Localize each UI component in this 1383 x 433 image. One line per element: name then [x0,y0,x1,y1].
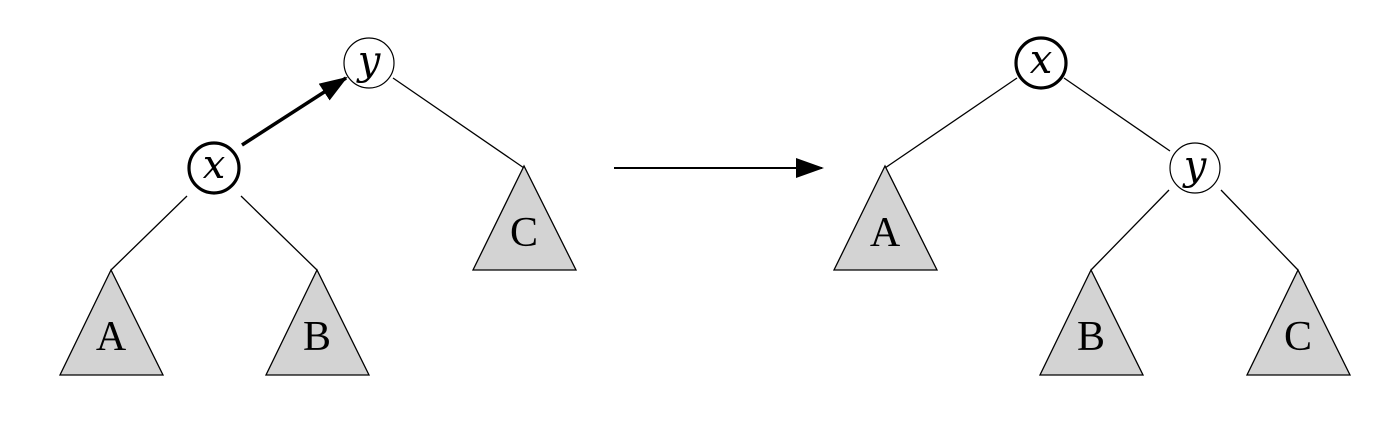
subtree-b-triangle [264,268,371,376]
subtree-c-after-triangle [1245,268,1352,376]
node-x-label: x [203,142,226,188]
subtree-b: B [264,268,371,376]
rotation-arrow [241,76,348,147]
subtree-c-label: C [510,210,538,256]
node-y-after-circle [1169,142,1221,194]
node-y-label: y [356,38,382,84]
tree-before: C A B y x [58,37,578,376]
subtree-b-label: B [303,314,331,360]
node-y: y [343,37,395,89]
subtree-c-after: C [1245,268,1352,376]
edge-x-to-a [110,195,188,271]
edge-x-to-a-after [884,77,1018,169]
edge-y-to-b-after [1090,189,1170,271]
edge-y-to-c [392,77,525,169]
subtree-c-triangle [471,164,578,271]
node-y-after: y [1169,142,1221,194]
subtree-a: A [58,268,165,376]
edge-x-to-y-after [1063,77,1171,152]
subtree-b-after-triangle [1038,268,1145,376]
tree-after: A B C x y [832,36,1352,376]
node-y-after-label: y [1182,143,1208,189]
node-x-after: x [1014,36,1068,90]
node-y-circle [343,37,395,89]
subtree-a-after-label: A [870,210,901,256]
edge-y-to-c-after [1220,189,1299,271]
subtree-c-after-label: C [1284,314,1312,360]
node-x-circle [187,141,241,195]
node-x-after-circle [1014,36,1068,90]
subtree-a-label: A [96,314,127,360]
subtree-a-after: A [832,164,939,271]
edge-x-to-b [240,195,318,271]
subtree-b-after: B [1038,268,1145,376]
subtree-c: C [471,164,578,271]
subtree-a-triangle [58,268,165,376]
subtree-a-after-triangle [832,164,939,271]
node-x: x [187,141,241,195]
subtree-b-after-label: B [1077,314,1105,360]
node-x-after-label: x [1030,37,1053,83]
